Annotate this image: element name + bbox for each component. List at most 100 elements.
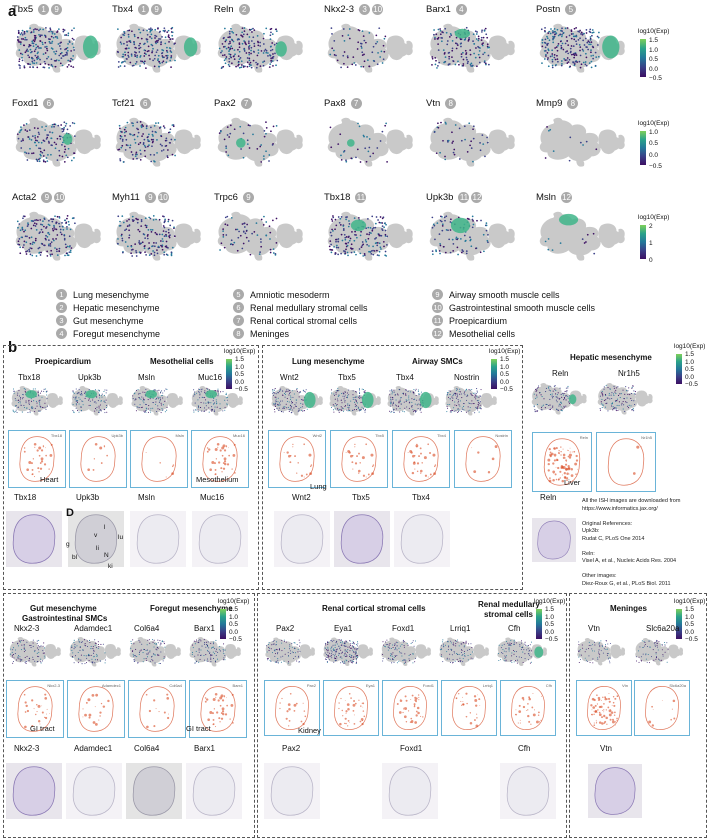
gene-title: Acta2 9 10: [12, 192, 66, 204]
ish-source-notes: All the ISH images are downloaded from ht…: [582, 498, 704, 588]
note-line: https://www.informatics.jax.org/: [582, 505, 658, 512]
gene-label: Vtn: [588, 624, 601, 633]
umap-pax8: [322, 112, 418, 170]
umap-pax2: [212, 112, 308, 170]
cluster-badge: 12: [471, 192, 483, 203]
umap-foxd1: [378, 634, 434, 668]
photo-vtn: [588, 764, 642, 818]
cluster-badge: 7: [240, 98, 252, 109]
photo-wnt2: [274, 511, 330, 567]
box-proepicardium: [3, 345, 259, 590]
note-line: All the ISH images are downloaded from: [582, 498, 681, 504]
organ-label: v: [94, 532, 98, 539]
annotation-kidney: Kidney: [298, 726, 321, 735]
gene-label: Col6a4: [134, 624, 160, 633]
cluster-badge: 4: [455, 4, 467, 15]
umap-adamdec1: [66, 634, 124, 668]
gene-title: Postn 5: [536, 4, 577, 15]
umap-tbx18: [8, 383, 66, 417]
gene-title: Tcf21 6: [112, 98, 151, 109]
gene-title: Upk3b 11 12: [426, 192, 483, 204]
umap-upk3b: [424, 206, 520, 264]
legend-item: 12 Mesothelial cells: [432, 328, 516, 339]
umap-mmp9: [534, 112, 630, 170]
ish-tbx4: Tbx4: [392, 430, 450, 488]
legend-item: 3 Gut mesenchyme: [56, 314, 160, 327]
organ-label: g: [66, 541, 70, 548]
photo-msln: [130, 511, 186, 567]
note-line: Visel A, et al., Nucleic Acids Res. 2004: [582, 558, 677, 564]
umap-tbx18: [322, 206, 418, 264]
annotation-heart: Heart: [40, 475, 59, 484]
umap-tbx4: [110, 18, 206, 76]
gene-label: Msln: [138, 373, 155, 382]
legend-item: 6 Renal medullary stromal cells: [233, 301, 368, 314]
ish-reln: Reln: [532, 432, 592, 492]
umap-slc6a20a: [632, 634, 686, 668]
photo-label: Muc16: [200, 493, 225, 502]
umap-wnt2: [268, 383, 326, 417]
umap-vtn: [424, 112, 520, 170]
umap-nkx2-3: [322, 18, 418, 76]
photo-label: Tbx4: [412, 493, 430, 502]
cluster-badge: 1: [38, 4, 50, 15]
gene-title: Foxd1 6: [12, 98, 55, 109]
cluster-badge: 3: [359, 4, 371, 15]
gene-title: Mmp9 8: [536, 98, 579, 109]
organ-label: bl: [72, 554, 78, 561]
ish-upk3b: Upk3b: [69, 430, 127, 488]
group-title: Foregut mesenchyme: [150, 604, 233, 613]
note-line: [582, 566, 704, 574]
umap-myh11: [110, 206, 206, 264]
photo-cfh: [500, 763, 556, 819]
photo-label: Upk3b: [76, 493, 100, 502]
photo-upk3b: [68, 511, 124, 567]
photo-tbx4: [394, 511, 450, 567]
gene-title: Tbx5 1 9: [12, 4, 63, 15]
photo-label: Nkx2-3: [14, 744, 40, 753]
umap-trpc6: [212, 206, 308, 264]
umap-tbx4: [384, 383, 442, 417]
photo-label: Adamdec1: [74, 744, 113, 753]
ish-msln: Msln: [130, 430, 188, 488]
legend-item: 8 Meninges: [233, 327, 368, 340]
note-line: Original References:: [582, 520, 633, 527]
note-line: Reln:: [582, 550, 595, 557]
group-title: Gut mesenchyme: [30, 604, 97, 613]
legend-item: 4 Foregut mesenchyme: [56, 327, 160, 340]
gene-label: Barx1: [194, 624, 215, 633]
organ-label: li: [96, 545, 99, 552]
gene-label: Pax2: [276, 624, 295, 633]
ish-tbx18: Tbx18: [8, 430, 66, 488]
group-title: Meninges: [610, 604, 647, 613]
group-title: Lung mesenchyme: [292, 357, 365, 366]
umap-tbx5: [326, 383, 384, 417]
group-title: Renal medullary: [478, 600, 540, 609]
photo-nkx2-3: [6, 763, 62, 819]
umap-nostrin: [442, 383, 500, 417]
umap-nr1h5: [594, 380, 656, 416]
gene-label: Nr1h5: [618, 369, 640, 378]
photo-label: Cfh: [518, 744, 531, 753]
ish-nkx2-3: Nkx2-3: [6, 680, 64, 738]
panel-d-label: D: [66, 507, 74, 519]
cluster-badge: 6: [43, 98, 55, 109]
photo-label: Col6a4: [134, 744, 160, 753]
gene-label: Tbx5: [338, 373, 356, 382]
group-title: Mesothelial cells: [150, 357, 214, 366]
legend-item: 1 Lung mesenchyme: [56, 288, 160, 301]
organ-label: l: [104, 524, 106, 531]
cluster-badge: 8: [445, 98, 457, 109]
umap-lrriq1: [436, 634, 492, 668]
gene-label: Nkx2-3: [14, 624, 40, 633]
umap-eya1: [320, 634, 376, 668]
note-line: Rudat C, PLoS One 2014: [582, 535, 645, 542]
gene-label: Adamdec1: [74, 624, 113, 633]
group-title: stromal cells: [484, 610, 533, 619]
gene-label: Reln: [552, 369, 569, 378]
ish-vtn: Vtn: [576, 680, 632, 736]
photo-label: Reln: [540, 493, 557, 502]
group-title: Renal cortical stromal cells: [322, 604, 426, 613]
ish-eya1: Eya1: [323, 680, 379, 736]
cluster-badge: 9: [41, 192, 53, 203]
